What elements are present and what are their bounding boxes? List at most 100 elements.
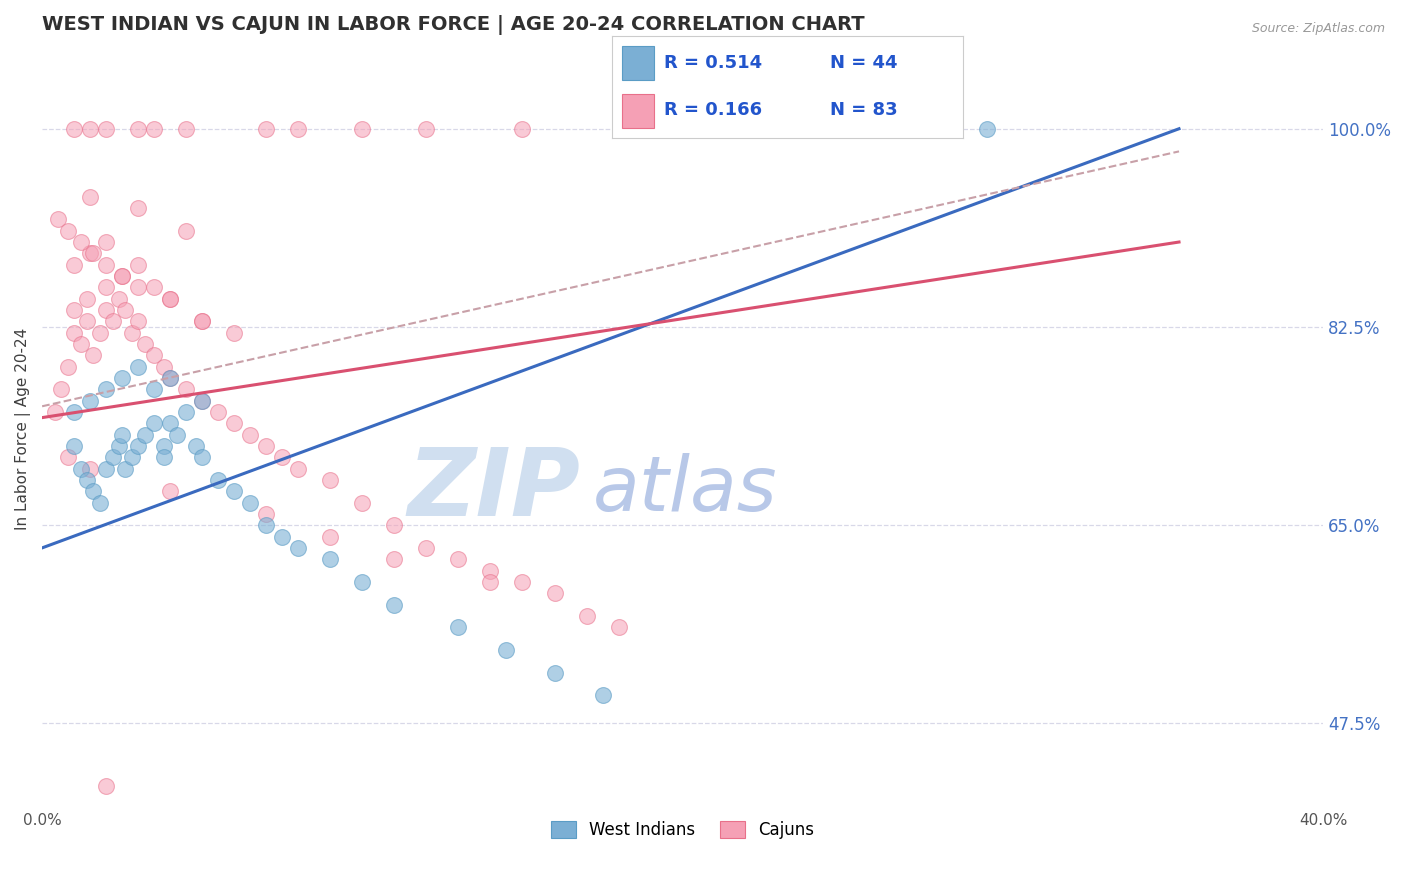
Point: [121, 326, 143, 340]
Point: [79, 461, 101, 475]
Point: [207, 405, 229, 419]
Point: [101, 450, 124, 465]
Point: [111, 268, 134, 283]
Text: N = 83: N = 83: [830, 101, 897, 119]
Point: [184, 439, 207, 453]
Point: [114, 303, 136, 318]
Point: [415, 541, 437, 555]
Point: [191, 450, 214, 465]
Point: [44, 405, 66, 419]
Point: [89, 495, 111, 509]
Point: [543, 665, 565, 680]
Text: atlas: atlas: [593, 452, 778, 526]
Point: [271, 450, 294, 465]
Point: [79, 121, 101, 136]
Point: [56, 450, 79, 465]
Point: [63, 303, 86, 318]
Point: [114, 461, 136, 475]
Point: [352, 495, 374, 509]
Point: [735, 121, 758, 136]
Text: WEST INDIAN VS CAJUN IN LABOR FORCE | AGE 20-24 CORRELATION CHART: WEST INDIAN VS CAJUN IN LABOR FORCE | AG…: [42, 15, 865, 35]
Point: [159, 371, 181, 385]
Point: [51, 382, 73, 396]
Point: [127, 121, 149, 136]
Point: [79, 393, 101, 408]
Point: [319, 530, 342, 544]
Point: [447, 552, 470, 566]
Text: Source: ZipAtlas.com: Source: ZipAtlas.com: [1251, 22, 1385, 36]
Point: [976, 121, 998, 136]
Point: [479, 574, 502, 589]
Point: [153, 450, 176, 465]
Point: [111, 268, 134, 283]
Point: [143, 121, 166, 136]
Point: [69, 337, 91, 351]
Point: [63, 121, 86, 136]
Point: [352, 574, 374, 589]
Point: [79, 190, 101, 204]
Point: [101, 314, 124, 328]
Point: [575, 608, 598, 623]
Point: [512, 574, 534, 589]
Point: [224, 326, 246, 340]
Point: [89, 326, 111, 340]
Text: R = 0.166: R = 0.166: [665, 101, 762, 119]
Point: [174, 224, 197, 238]
Point: [928, 121, 950, 136]
Point: [153, 359, 176, 374]
Point: [82, 484, 104, 499]
Point: [254, 121, 277, 136]
Point: [96, 461, 118, 475]
Point: [159, 484, 181, 499]
Point: [76, 292, 98, 306]
Point: [479, 564, 502, 578]
Point: [127, 201, 149, 215]
Point: [224, 417, 246, 431]
Text: ZIP: ZIP: [408, 443, 581, 536]
Y-axis label: In Labor Force | Age 20-24: In Labor Force | Age 20-24: [15, 328, 31, 530]
Point: [319, 552, 342, 566]
Point: [127, 280, 149, 294]
Point: [607, 620, 630, 634]
Point: [96, 258, 118, 272]
Point: [82, 246, 104, 260]
Point: [319, 473, 342, 487]
Point: [191, 393, 214, 408]
Point: [207, 473, 229, 487]
FancyBboxPatch shape: [621, 46, 654, 79]
Point: [191, 314, 214, 328]
Point: [82, 348, 104, 362]
Point: [46, 212, 69, 227]
Point: [153, 439, 176, 453]
Point: [127, 359, 149, 374]
Point: [63, 405, 86, 419]
Point: [127, 439, 149, 453]
Point: [495, 643, 517, 657]
Point: [159, 371, 181, 385]
Point: [121, 450, 143, 465]
Point: [127, 314, 149, 328]
Point: [287, 461, 309, 475]
Point: [159, 417, 181, 431]
Point: [127, 258, 149, 272]
Point: [96, 280, 118, 294]
Point: [384, 518, 406, 533]
Point: [384, 552, 406, 566]
Point: [143, 417, 166, 431]
Point: [166, 427, 188, 442]
FancyBboxPatch shape: [621, 95, 654, 128]
Point: [76, 314, 98, 328]
Point: [254, 507, 277, 521]
Point: [254, 518, 277, 533]
Point: [143, 348, 166, 362]
Point: [69, 235, 91, 249]
Point: [143, 382, 166, 396]
Point: [191, 393, 214, 408]
Point: [96, 235, 118, 249]
Point: [239, 495, 262, 509]
Point: [108, 439, 131, 453]
Point: [63, 326, 86, 340]
Point: [96, 779, 118, 793]
Point: [254, 439, 277, 453]
Point: [352, 121, 374, 136]
